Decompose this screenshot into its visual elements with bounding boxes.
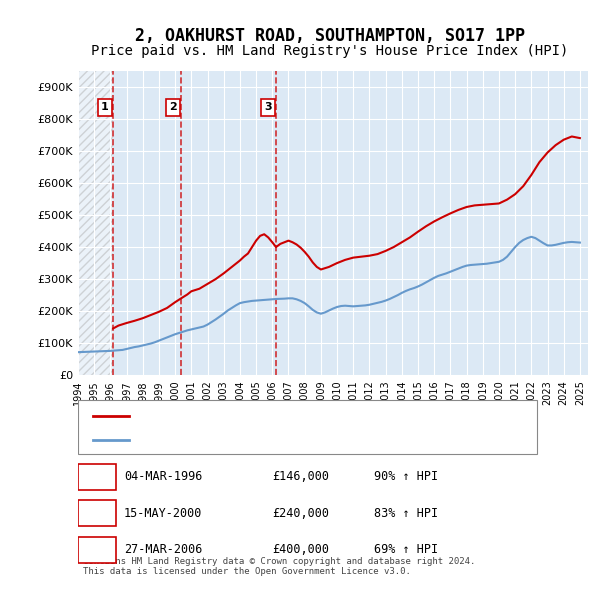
Text: £146,000: £146,000 <box>272 470 329 483</box>
Text: 83% ↑ HPI: 83% ↑ HPI <box>374 507 438 520</box>
Text: 3: 3 <box>264 102 272 112</box>
FancyBboxPatch shape <box>78 536 116 563</box>
Text: Price paid vs. HM Land Registry's House Price Index (HPI): Price paid vs. HM Land Registry's House … <box>91 44 569 58</box>
Text: HPI: Average price, detached house, Southampton: HPI: Average price, detached house, Sout… <box>139 435 433 445</box>
Text: 90% ↑ HPI: 90% ↑ HPI <box>374 470 438 483</box>
FancyBboxPatch shape <box>78 399 537 454</box>
Text: 2, OAKHURST ROAD, SOUTHAMPTON, SO17 1PP (detached house): 2, OAKHURST ROAD, SOUTHAMPTON, SO17 1PP … <box>139 411 489 421</box>
Text: 2, OAKHURST ROAD, SOUTHAMPTON, SO17 1PP: 2, OAKHURST ROAD, SOUTHAMPTON, SO17 1PP <box>135 27 525 45</box>
Text: 1: 1 <box>93 470 101 483</box>
Text: 15-MAY-2000: 15-MAY-2000 <box>124 507 202 520</box>
Bar <box>78 71 113 375</box>
Text: 2: 2 <box>169 102 177 112</box>
Text: 3: 3 <box>93 543 101 556</box>
Text: 69% ↑ HPI: 69% ↑ HPI <box>374 543 438 556</box>
FancyBboxPatch shape <box>78 464 116 490</box>
Text: 04-MAR-1996: 04-MAR-1996 <box>124 470 202 483</box>
Text: £240,000: £240,000 <box>272 507 329 520</box>
Text: 27-MAR-2006: 27-MAR-2006 <box>124 543 202 556</box>
Text: 1: 1 <box>101 102 109 112</box>
Text: Contains HM Land Registry data © Crown copyright and database right 2024.
This d: Contains HM Land Registry data © Crown c… <box>83 557 475 576</box>
Text: £400,000: £400,000 <box>272 543 329 556</box>
FancyBboxPatch shape <box>78 500 116 526</box>
Text: 2: 2 <box>93 507 101 520</box>
